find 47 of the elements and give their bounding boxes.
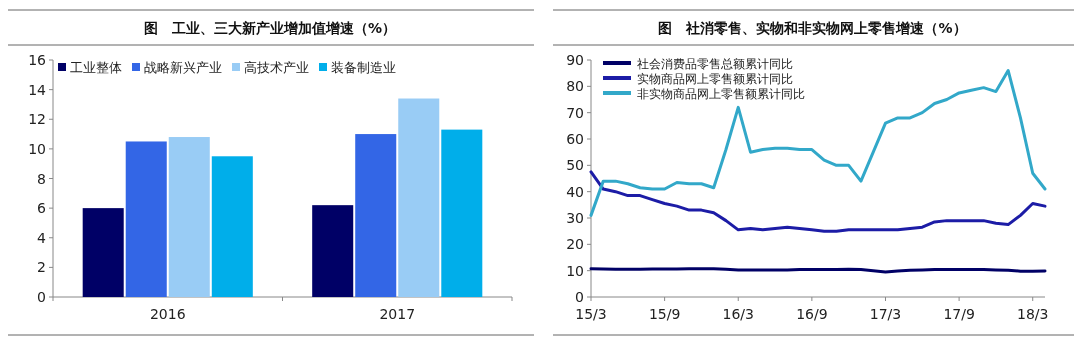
y-tick-label: 30 — [566, 210, 584, 226]
x-tick-label: 2017 — [379, 306, 416, 322]
legend-label: 实物商品网上零售额累计同比 — [637, 71, 793, 86]
chart-title: 图 社消零售、实物和非实物网上零售增速（%） — [658, 20, 967, 36]
y-tick-label: 16 — [28, 52, 47, 68]
y-tick-label: 60 — [566, 131, 584, 147]
bar — [82, 208, 124, 297]
x-tick-label: 16/9 — [796, 306, 828, 322]
y-tick-label: 20 — [566, 236, 584, 253]
x-tick-label: 15/3 — [575, 306, 607, 322]
y-tick-label: 6 — [37, 200, 47, 217]
y-tick-label: 4 — [37, 229, 47, 246]
y-tick-label: 10 — [566, 262, 584, 279]
x-tick-label: 15/9 — [648, 306, 681, 322]
legend-label: 社会消费品零售总额累计同比 — [637, 56, 793, 71]
legend-label: 战略新兴产业 — [144, 60, 222, 75]
y-tick-label: 0 — [575, 289, 584, 305]
legend-label: 装备制造业 — [331, 60, 396, 75]
y-tick-label: 80 — [566, 78, 584, 95]
bar — [441, 129, 483, 297]
legend-label: 高技术产业 — [244, 60, 309, 75]
line-series — [589, 170, 1047, 233]
line-series — [589, 69, 1047, 217]
y-tick-label: 70 — [566, 104, 584, 121]
bar — [312, 205, 354, 297]
bar — [398, 98, 440, 297]
y-tick-label: 40 — [566, 183, 584, 200]
x-tick-label: 16/3 — [722, 306, 754, 322]
y-tick-label: 14 — [28, 81, 47, 98]
legend-label: 工业整体 — [70, 60, 122, 75]
chart-title: 图 工业、三大新产业增加值增速（%） — [143, 20, 397, 36]
y-tick-label: 90 — [566, 52, 584, 68]
y-tick-label: 0 — [37, 289, 46, 305]
x-tick-label: 17/9 — [943, 306, 975, 322]
y-tick-label: 12 — [28, 111, 46, 128]
bar — [125, 141, 167, 297]
y-tick-label: 2 — [37, 259, 46, 276]
x-tick-label: 2016 — [149, 306, 186, 322]
y-tick-label: 8 — [37, 170, 46, 187]
y-tick-label: 10 — [28, 140, 46, 157]
x-tick-label: 17/3 — [869, 306, 902, 322]
legend-label: 非实物商品网上零售额累计同比 — [637, 86, 805, 101]
bar — [211, 156, 253, 297]
bar — [168, 137, 210, 297]
bar — [355, 134, 397, 297]
x-tick-label: 18/3 — [1017, 306, 1049, 322]
y-tick-label: 50 — [566, 157, 584, 174]
